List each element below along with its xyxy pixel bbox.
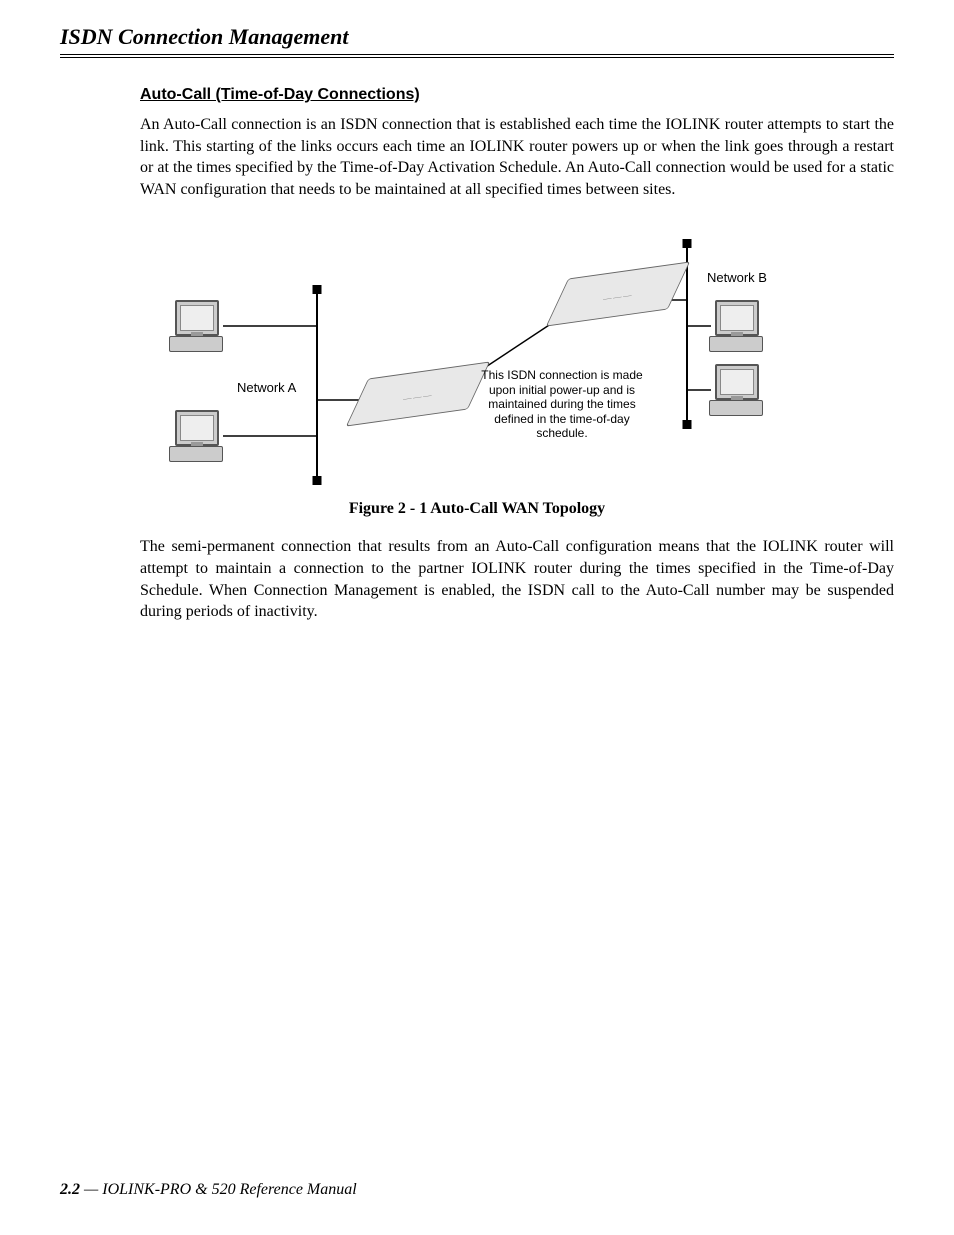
workstation-icon: [167, 300, 227, 356]
router-icon: ── ── ──: [357, 370, 477, 416]
workstation-icon: [167, 410, 227, 466]
label-network-a: Network A: [237, 380, 296, 395]
page-footer: 2.2 — IOLINK-PRO & 520 Reference Manual: [60, 1181, 357, 1199]
section-heading-autocall: Auto-Call (Time-of-Day Connections): [140, 86, 894, 104]
figure-autocall-topology: ── ── ── ── ── ── Network A Network B This I…: [167, 230, 787, 518]
footer-book-title: IOLINK-PRO & 520 Reference Manual: [102, 1181, 356, 1198]
footer-separator: —: [80, 1181, 102, 1198]
diagram-isdn-caption: This ISDN connection is made upon initia…: [467, 368, 657, 440]
chapter-title: ISDN Connection Management: [60, 24, 894, 58]
paragraph-followup: The semi-permanent connection that resul…: [140, 536, 894, 622]
router-icon: ── ── ──: [557, 270, 677, 316]
workstation-icon: [707, 300, 767, 356]
label-network-b: Network B: [707, 270, 767, 285]
paragraph-intro: An Auto-Call connection is an ISDN conne…: [140, 114, 894, 200]
figure-caption: Figure 2 - 1 Auto-Call WAN Topology: [167, 500, 787, 518]
page-number: 2.2: [60, 1181, 80, 1198]
workstation-icon: [707, 364, 767, 420]
